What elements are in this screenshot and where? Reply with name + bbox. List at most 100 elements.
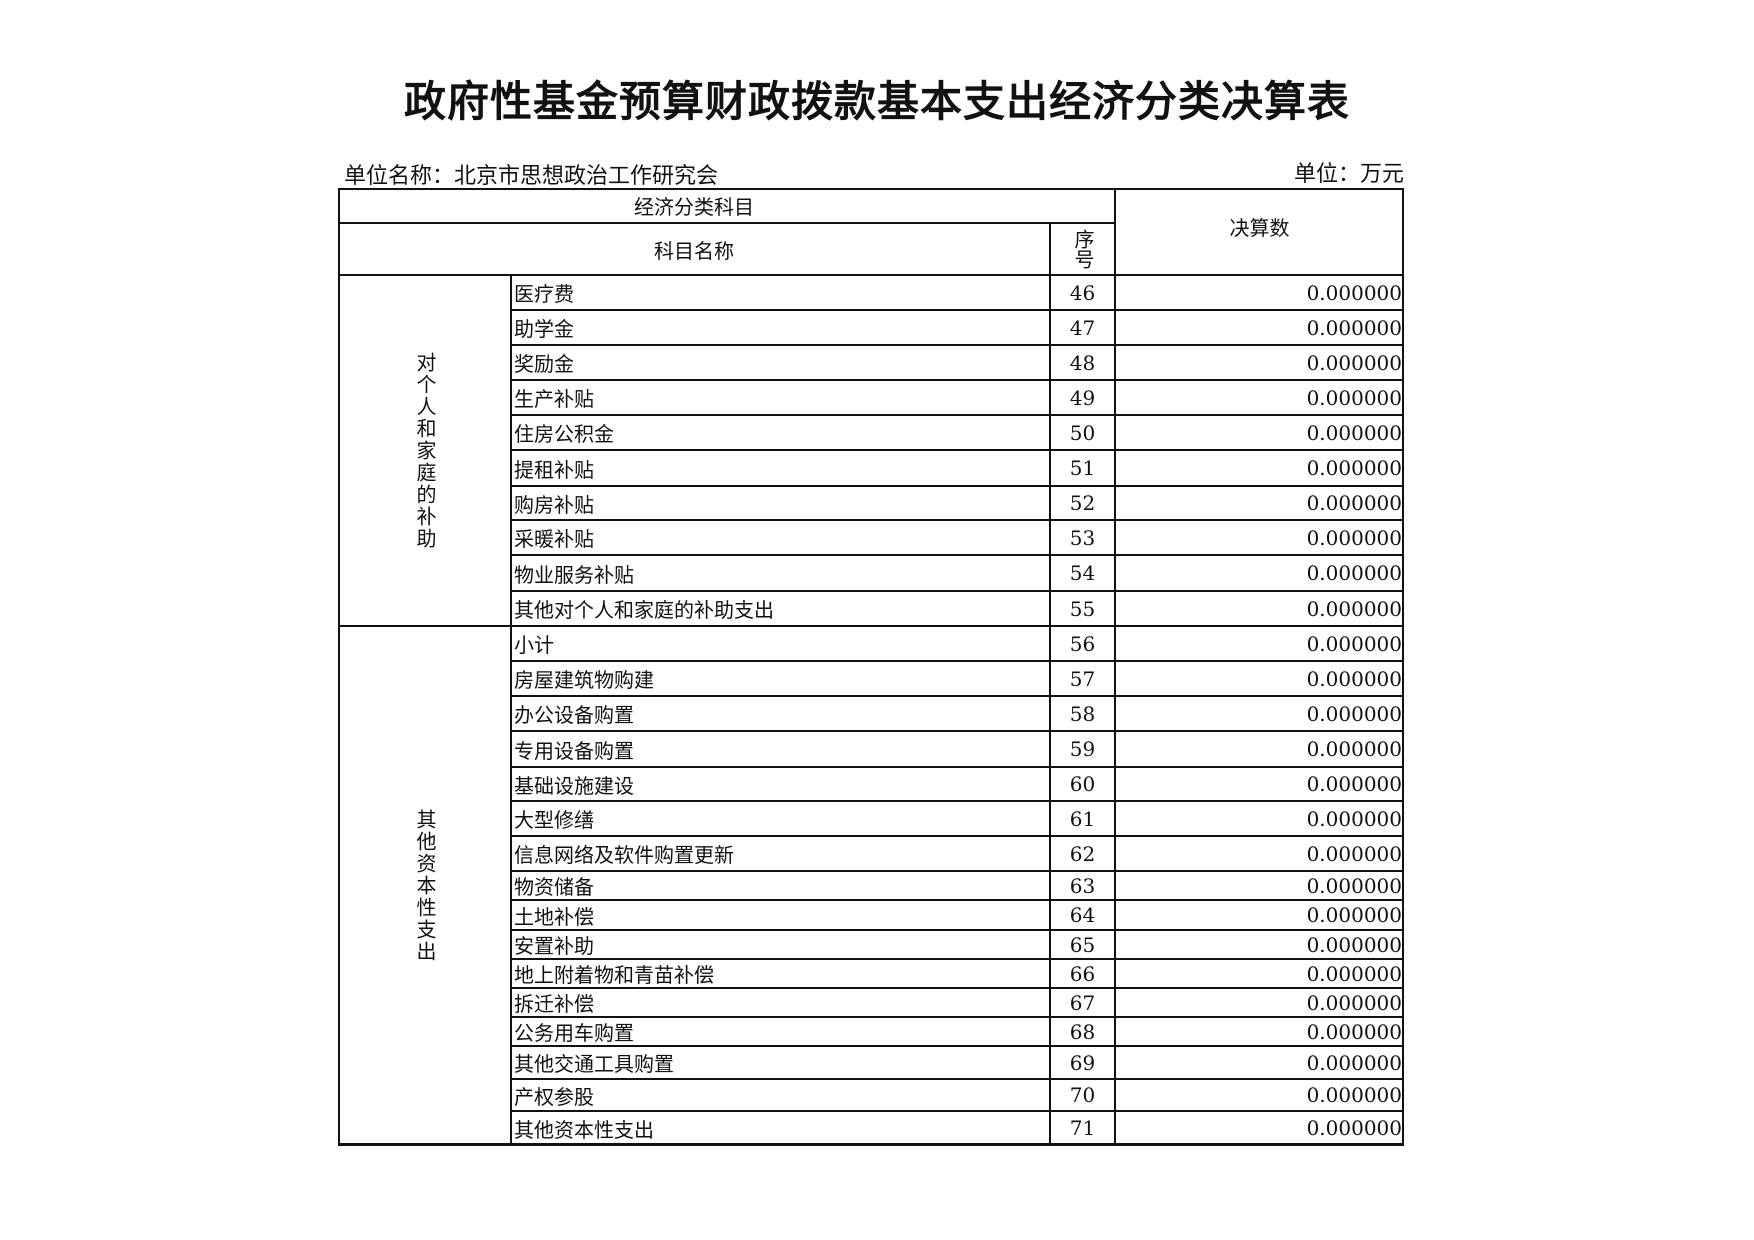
row-seq: 64 [1069, 903, 1096, 927]
row-amount: 0.000000 [1306, 772, 1402, 796]
row-amount: 0.000000 [1306, 315, 1402, 340]
row-divider [511, 660, 1404, 662]
row-amount: 0.000000 [1306, 1083, 1402, 1107]
row-seq: 68 [1069, 1019, 1096, 1044]
unit-name-label: 单位名称：北京市思想政治工作研究会 [344, 164, 719, 189]
row-divider [511, 958, 1404, 960]
header-divider [338, 222, 1115, 224]
row-name: 助学金 [514, 317, 574, 341]
row-seq: 69 [1069, 1050, 1096, 1075]
row-name: 其他资本性支出 [514, 1117, 654, 1142]
row-name: 物资储备 [514, 875, 594, 899]
row-divider [511, 800, 1404, 802]
row-name: 房屋建筑物购建 [514, 668, 654, 692]
row-name: 产权参股 [514, 1084, 594, 1109]
row-amount: 0.000000 [1306, 701, 1402, 726]
row-seq: 66 [1069, 961, 1096, 986]
row-amount: 0.000000 [1306, 420, 1402, 445]
row-name: 采暖补贴 [514, 527, 594, 551]
row-seq: 51 [1069, 456, 1096, 480]
row-name: 公务用车购置 [514, 1021, 634, 1045]
row-divider [511, 449, 1404, 451]
header-amount: 决算数 [1229, 216, 1290, 240]
row-name: 大型修缮 [514, 808, 594, 832]
row-seq: 63 [1069, 873, 1096, 898]
row-divider [511, 766, 1404, 768]
row-amount: 0.000000 [1306, 631, 1402, 656]
row-seq: 67 [1069, 990, 1096, 1015]
row-seq: 50 [1069, 420, 1096, 445]
row-seq: 46 [1069, 280, 1096, 305]
row-divider [511, 344, 1404, 346]
header-bottom [338, 274, 1404, 276]
row-divider [511, 625, 1404, 627]
row-name: 生产补贴 [514, 387, 594, 411]
row-divider [511, 519, 1404, 521]
row-name: 基础设施建设 [514, 773, 634, 798]
row-name: 安置补助 [514, 934, 594, 958]
col-divider-name [1049, 223, 1051, 1145]
row-name: 奖励金 [514, 352, 574, 376]
row-seq: 47 [1069, 315, 1096, 340]
row-seq: 71 [1069, 1116, 1096, 1140]
page-title: 政府性基金预算财政拨款基本支出经济分类决算表 [403, 77, 1350, 126]
row-divider [511, 1110, 1404, 1112]
row-divider [511, 379, 1404, 381]
row-amount: 0.000000 [1306, 491, 1402, 515]
currency-unit-label: 单位：万元 [1293, 162, 1404, 187]
col-divider-seq [1114, 188, 1116, 1145]
row-amount: 0.000000 [1306, 350, 1402, 375]
row-divider [511, 485, 1404, 487]
group-divider [338, 1144, 511, 1146]
row-seq: 52 [1069, 491, 1096, 515]
row-name: 信息网络及软件购置更新 [514, 843, 734, 867]
row-name: 土地补偿 [514, 904, 594, 929]
header-seq: 序号 [1071, 229, 1095, 269]
group-divider [338, 625, 511, 627]
table-border-top [338, 188, 1404, 190]
row-seq: 49 [1069, 385, 1096, 410]
row-divider [511, 414, 1404, 416]
row-amount: 0.000000 [1306, 990, 1402, 1015]
header-name: 科目名称 [654, 238, 734, 263]
row-divider [511, 695, 1404, 697]
row-divider [511, 730, 1404, 732]
row-name: 其他对个人和家庭的补助支出 [514, 598, 774, 622]
row-divider [511, 987, 1404, 989]
row-amount: 0.000000 [1306, 903, 1402, 927]
row-name: 拆迁补偿 [514, 992, 594, 1016]
row-amount: 0.000000 [1306, 1116, 1402, 1140]
row-divider [511, 309, 1404, 311]
col-divider-group [510, 275, 512, 1145]
row-seq: 59 [1069, 737, 1096, 761]
row-amount: 0.000000 [1306, 873, 1402, 898]
row-name: 医疗费 [514, 282, 574, 306]
row-seq: 54 [1069, 561, 1096, 585]
row-divider [511, 1078, 1404, 1080]
row-divider [511, 1016, 1404, 1018]
row-seq: 65 [1069, 932, 1096, 957]
group-label: 其他资本性支出 [413, 808, 437, 963]
row-name: 其他交通工具购置 [514, 1052, 674, 1076]
row-name: 办公设备购置 [514, 703, 634, 727]
row-amount: 0.000000 [1306, 932, 1402, 957]
row-amount: 0.000000 [1306, 666, 1402, 691]
row-amount: 0.000000 [1306, 525, 1402, 550]
row-seq: 48 [1069, 350, 1096, 375]
row-seq: 60 [1069, 772, 1096, 796]
row-amount: 0.000000 [1306, 561, 1402, 585]
row-name: 物业服务补贴 [514, 562, 634, 587]
row-amount: 0.000000 [1306, 1019, 1402, 1044]
row-seq: 56 [1069, 631, 1096, 656]
row-amount: 0.000000 [1306, 841, 1402, 866]
expenditure-table: 经济分类科目 科目名称 序号 决算数 对个人和家庭的补助 医疗费 46 0.00000… [338, 188, 1404, 1146]
row-amount: 0.000000 [1306, 456, 1402, 480]
table-border-right [1402, 188, 1404, 1145]
row-amount: 0.000000 [1306, 737, 1402, 761]
row-name: 提租补贴 [514, 457, 594, 482]
row-seq: 58 [1069, 701, 1096, 726]
row-amount: 0.000000 [1306, 596, 1402, 621]
row-name: 购房补贴 [514, 492, 594, 517]
row-seq: 61 [1069, 806, 1096, 831]
row-amount: 0.000000 [1306, 1050, 1402, 1075]
